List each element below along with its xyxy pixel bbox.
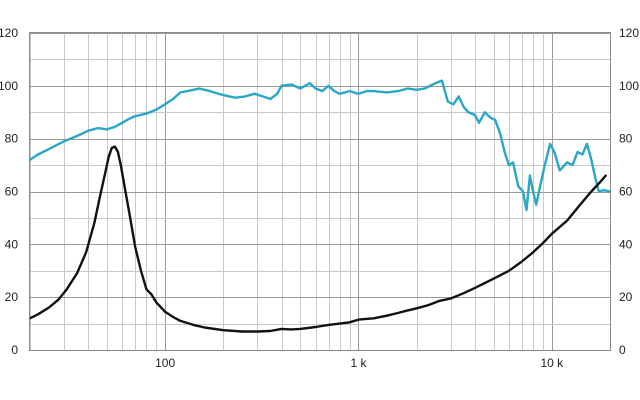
y-tick-label-right: 20: [619, 290, 633, 304]
tick-labels: 0 0 20 20 40 40 60 60 80 80 100 100 120 120 100 1 k 10 k: [0, 26, 639, 370]
y-tick-label-left: 0: [11, 343, 18, 357]
y-tick-label-left: 120: [0, 26, 18, 40]
y-tick-label-right: 80: [619, 132, 633, 146]
y-tick-label-right: 100: [619, 79, 639, 93]
y-tick-label-right: 0: [619, 343, 626, 357]
series-layer: [28, 79, 612, 333]
series-line-2: [28, 145, 607, 333]
y-tick-label-left: 40: [5, 237, 19, 251]
y-tick-label-left: 60: [5, 185, 19, 199]
y-tick-label-right: 120: [619, 26, 639, 40]
y-tick-label-right: 40: [619, 237, 633, 251]
plot-frame: [29, 32, 611, 351]
x-tick-label: 100: [155, 356, 175, 370]
x-tick-label: 1 k: [350, 356, 367, 370]
x-tick-label: 10 k: [540, 356, 564, 370]
series-line-1: [28, 79, 612, 212]
y-tick-label-right: 60: [619, 185, 633, 199]
y-tick-label-left: 100: [0, 79, 18, 93]
y-tick-label-left: 20: [5, 290, 19, 304]
y-tick-label-left: 80: [5, 132, 19, 146]
